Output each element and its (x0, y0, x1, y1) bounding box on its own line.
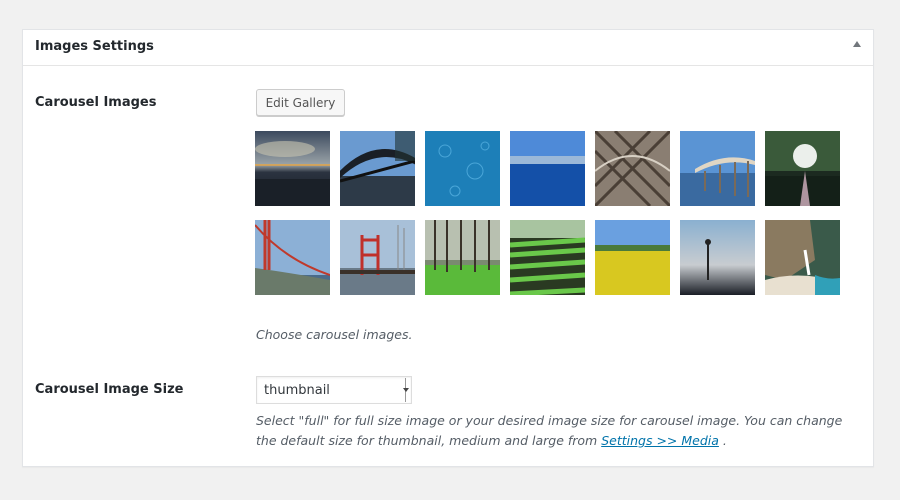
waterfall-cove-image (765, 220, 840, 295)
panel-title: Images Settings (35, 39, 154, 54)
thumbnail-water-ripples[interactable] (425, 131, 500, 206)
carousel-image-size-label: Carousel Image Size (35, 382, 184, 397)
thumbnail-pine-forest[interactable] (425, 220, 500, 295)
selected-size-value: thumbnail (264, 383, 330, 398)
crop-field-image (510, 220, 585, 295)
thumbnail-dusk-sea[interactable] (255, 131, 330, 206)
thumbnail-foggy-shore[interactable] (680, 220, 755, 295)
dropdown-arrow-icon (403, 378, 410, 402)
settings-media-link[interactable]: Settings >> Media (601, 433, 719, 448)
red-tower-pier-image (340, 220, 415, 295)
image-size-select[interactable]: thumbnail (256, 376, 412, 404)
sunlit-lake-image (765, 131, 840, 206)
water-ripples-image (425, 131, 500, 206)
thumbnail-yellow-field[interactable] (595, 220, 670, 295)
collapse-arrow-icon[interactable] (853, 41, 861, 47)
harbor-blue-image (510, 131, 585, 206)
size-help-text: Select "full" for full size image or you… (256, 413, 843, 448)
steel-bridge-image (340, 131, 415, 206)
thumbnail-waterfall-cove[interactable] (765, 220, 840, 295)
thumbnail-bridge-cables[interactable] (595, 131, 670, 206)
pine-forest-image (425, 220, 500, 295)
carousel-images-label: Carousel Images (35, 95, 157, 110)
golden-gate-image (255, 220, 330, 295)
thumbnail-sunlit-lake[interactable] (765, 131, 840, 206)
thumbnail-golden-gate[interactable] (255, 220, 330, 295)
thumbnail-steel-bridge[interactable] (340, 131, 415, 206)
thumbnail-crop-field[interactable] (510, 220, 585, 295)
edit-gallery-button[interactable]: Edit Gallery (256, 89, 345, 116)
thumbnail-red-tower-pier[interactable] (340, 220, 415, 295)
image-size-description: Select "full" for full size image or you… (256, 411, 856, 451)
images-settings-panel: Images Settings Carousel Images Edit Gal… (22, 29, 874, 467)
image-gallery (255, 131, 845, 301)
pier-lake-image (680, 131, 755, 206)
yellow-field-image (595, 220, 670, 295)
carousel-images-description: Choose carousel images. (256, 327, 413, 342)
thumbnail-pier-lake[interactable] (680, 131, 755, 206)
dusk-sea-image (255, 131, 330, 206)
foggy-shore-image (680, 220, 755, 295)
bridge-cables-image (595, 131, 670, 206)
thumbnail-harbor-blue[interactable] (510, 131, 585, 206)
size-help-text-end: . (722, 433, 727, 448)
panel-header[interactable]: Images Settings (23, 30, 873, 66)
